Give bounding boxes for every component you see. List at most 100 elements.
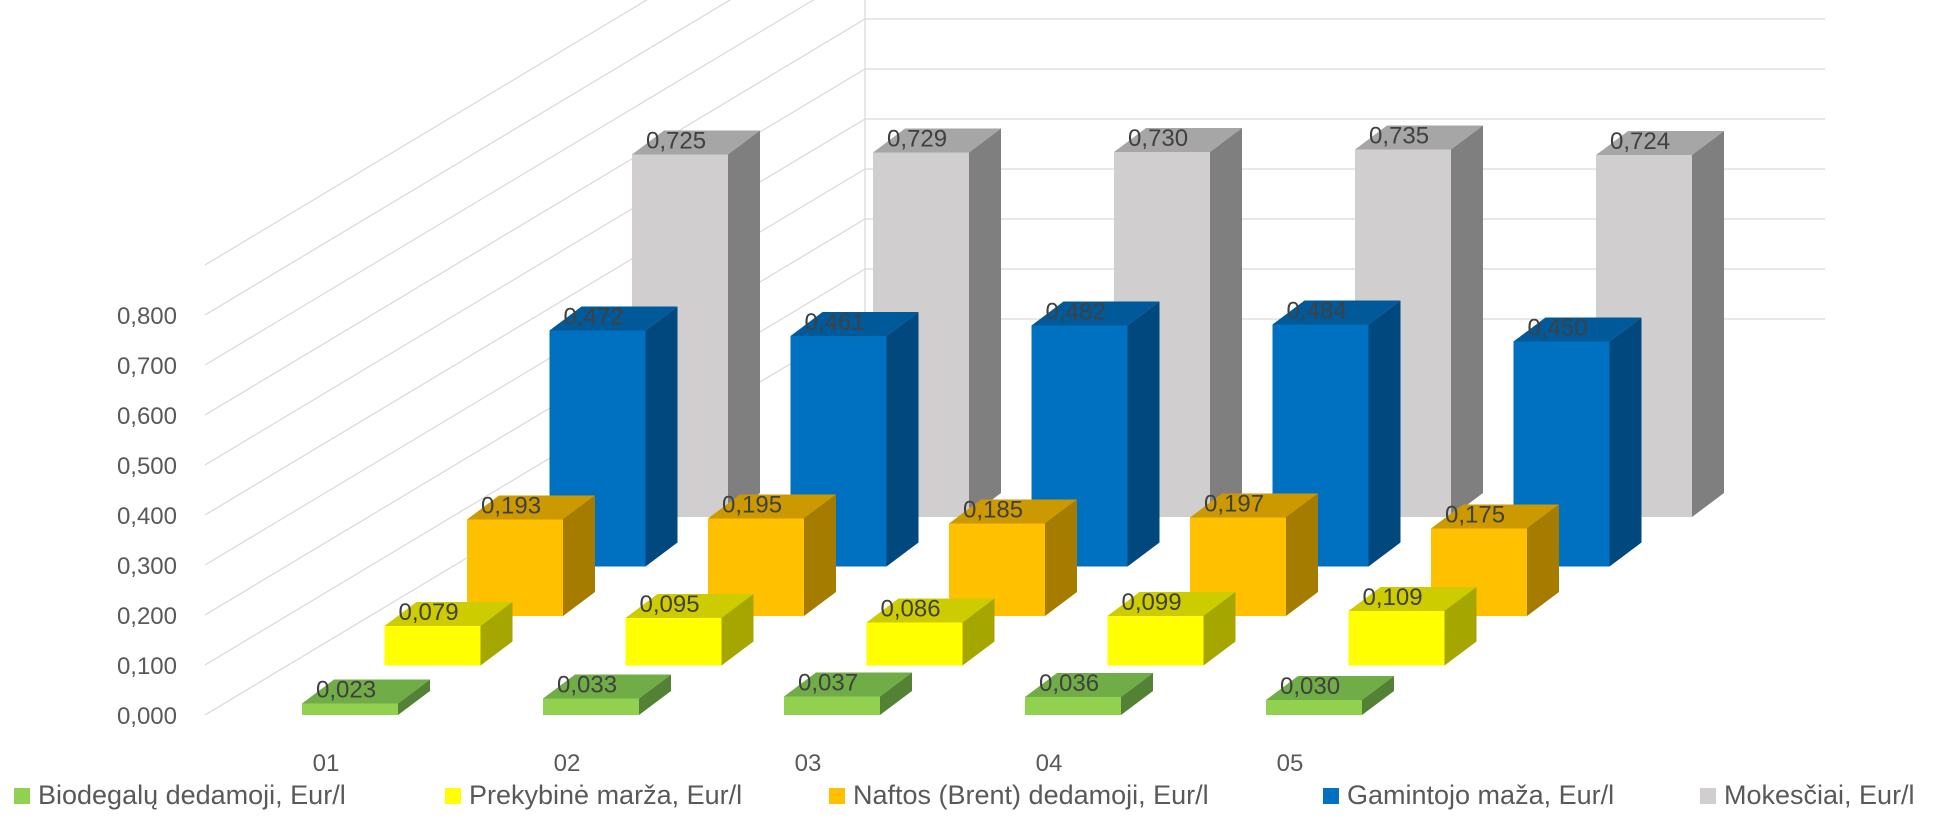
data-label: 0,729 <box>887 126 947 153</box>
bar-front <box>467 519 563 616</box>
bar: 0,484 <box>1272 298 1401 567</box>
bar-front <box>1025 697 1121 715</box>
legend-swatch <box>1323 787 1339 804</box>
bar-top <box>784 672 912 697</box>
bar-side <box>1045 499 1077 616</box>
y-tick-label: 0,600 <box>117 403 177 430</box>
bar-top <box>1107 592 1236 616</box>
bar-side <box>1451 125 1483 517</box>
legend-item: Biodegalų dedamoji, Eur/l <box>14 780 346 811</box>
x-tick-label: 01 <box>313 750 340 777</box>
bar: 0,033 <box>543 672 671 715</box>
data-label: 0,461 <box>805 309 865 336</box>
data-label: 0,037 <box>798 670 858 697</box>
data-label: 0,099 <box>1122 589 1182 616</box>
bar-top <box>790 312 919 336</box>
bar-top <box>949 499 1077 524</box>
bar: 0,193 <box>467 493 595 616</box>
x-tick-label: 02 <box>554 750 581 777</box>
data-label: 0,472 <box>564 304 624 331</box>
bar-top <box>543 674 671 699</box>
y-tick-label: 0,400 <box>117 503 177 530</box>
bar-top <box>1114 128 1242 152</box>
bar: 0,030 <box>1266 673 1394 715</box>
bar-top <box>708 494 836 519</box>
data-label: 0,023 <box>316 677 376 704</box>
bar-front <box>302 703 398 715</box>
bar-front <box>1107 616 1204 666</box>
side-grid-line <box>204 68 866 466</box>
bar-side <box>398 679 430 715</box>
bar-side <box>1210 128 1242 517</box>
bar-front <box>866 622 963 666</box>
y-tick-label: 0,500 <box>117 453 177 480</box>
bar: 0,079 <box>384 599 513 666</box>
bar: 0,175 <box>1431 502 1559 616</box>
data-label: 0,730 <box>1128 125 1188 152</box>
chart-legend: Biodegalų dedamoji, Eur/l Prekybinė marža… <box>0 780 1949 830</box>
bar-top <box>625 594 754 618</box>
legend-swatch <box>1700 787 1716 804</box>
bar-side <box>1527 504 1559 616</box>
bar: 0,037 <box>784 670 912 715</box>
x-tick-label: 05 <box>1277 750 1304 777</box>
data-label: 0,735 <box>1369 123 1429 150</box>
data-label: 0,086 <box>881 596 941 623</box>
bar-side <box>563 495 595 616</box>
data-label: 0,450 <box>1528 315 1588 342</box>
bar: 0,109 <box>1348 584 1477 666</box>
bar: 0,095 <box>625 591 754 666</box>
bar: 0,185 <box>949 497 1077 616</box>
data-label: 0,193 <box>481 493 541 520</box>
x-tick-label: 04 <box>1036 750 1063 777</box>
bar-top <box>866 598 995 623</box>
legend-label: Biodegalų dedamoji, Eur/l <box>38 780 346 810</box>
legend-label: Mokesčiai, Eur/l <box>1724 780 1915 810</box>
chart-bars: 0,725 0,729 0,730 0,735 0,724 0,472 0,461 0,482… <box>302 123 1724 715</box>
bar-side <box>969 128 1001 517</box>
legend-swatch <box>829 787 845 804</box>
bar-front <box>784 696 880 715</box>
legend-label: Prekybinė marža, Eur/l <box>469 780 743 810</box>
chart-walls <box>204 0 1825 716</box>
data-label: 0,484 <box>1287 298 1347 325</box>
legend-item: Naftos (Brent) dedamoji, Eur/l <box>829 780 1209 811</box>
bar-top <box>1266 676 1394 700</box>
data-label: 0,079 <box>399 599 459 626</box>
data-label: 0,725 <box>646 128 706 155</box>
bar: 0,099 <box>1107 589 1236 666</box>
bar-side <box>728 130 760 517</box>
side-grid-line <box>204 0 648 266</box>
bar-side <box>1444 587 1477 666</box>
bar-side <box>804 494 836 616</box>
bar: 0,195 <box>708 492 836 616</box>
side-grid-line <box>204 118 866 516</box>
data-label: 0,724 <box>1610 128 1670 155</box>
data-label: 0,482 <box>1046 299 1106 326</box>
y-tick-labels: 0,000 0,100 0,200 0,300 0,400 0,500 0,600 0,700… <box>117 303 177 730</box>
bar-top <box>1348 587 1477 611</box>
bar: 0,197 <box>1190 491 1318 616</box>
data-label: 0,095 <box>640 591 700 618</box>
x-tick-labels: 01 02 03 04 05 <box>313 750 1304 777</box>
bar-side <box>1286 493 1318 616</box>
y-tick-label: 0,100 <box>117 653 177 680</box>
bar-front <box>1348 611 1445 666</box>
data-label: 0,030 <box>1280 673 1340 700</box>
data-label: 0,195 <box>722 492 782 519</box>
legend-item: Prekybinė marža, Eur/l <box>445 780 742 811</box>
bar-side <box>1121 673 1153 715</box>
legend-item: Gamintojo maža, Eur/l <box>1323 780 1614 811</box>
bar: 0,086 <box>866 596 995 666</box>
y-tick-label: 0,300 <box>117 553 177 580</box>
bar-front <box>543 698 639 715</box>
bar: 0,023 <box>302 677 430 715</box>
bar-side <box>1692 131 1724 517</box>
y-tick-label: 0,700 <box>117 353 177 380</box>
side-grid-line <box>204 0 815 366</box>
side-grid-line <box>204 18 866 416</box>
bar-front <box>384 626 481 666</box>
bar-side <box>645 306 678 567</box>
data-label: 0,197 <box>1204 491 1264 518</box>
